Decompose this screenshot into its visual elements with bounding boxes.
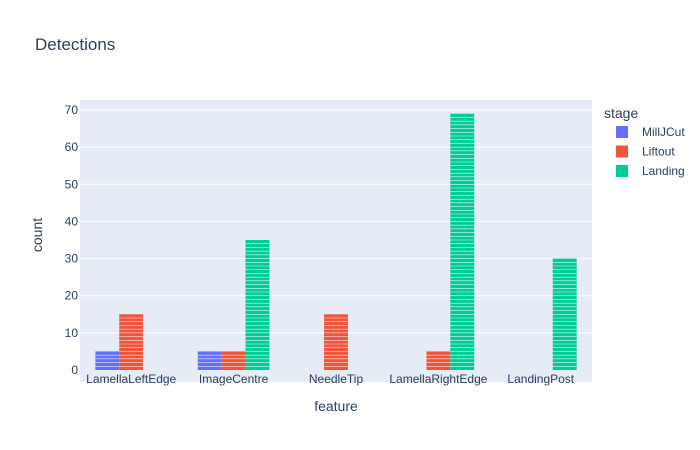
bar [95,351,120,370]
legend-item-Liftout[interactable]: Liftout [616,145,675,159]
bar-Landing-LandingPost [552,258,577,370]
y-tick-label: 30 [65,252,79,266]
bar-MillJCut-ImageCentre [197,351,222,370]
x-tick-label: LandingPost [507,372,574,386]
y-tick-label: 50 [65,177,79,191]
bar [197,351,222,370]
legend-label: Landing [642,164,685,178]
x-tick-label: LamellaLeftEdge [86,372,176,386]
y-axis-title: count [29,218,45,252]
y-tick-label: 20 [65,289,79,303]
chart-title: Detections [35,35,115,54]
legend-item-MillJCut[interactable]: MillJCut [616,125,685,139]
legend-swatch [616,126,628,138]
legend: stage MillJCut Liftout Landing [604,105,685,178]
bar-Landing-ImageCentre [245,240,270,370]
x-tick-label: LamellaRightEdge [389,372,487,386]
bar [119,314,144,370]
x-tick-label: NeedleTip [309,372,364,386]
bar [221,351,246,370]
x-axis-title: feature [314,398,358,414]
y-axis-ticks: 0 10 20 30 40 50 60 70 [65,103,79,377]
x-axis-ticks: LamellaLeftEdge ImageCentre NeedleTip Lamel… [86,372,575,386]
bar-Liftout-NeedleTip [324,314,348,370]
bar [245,240,270,370]
bar-Liftout-LamellaLeftEdge [119,314,144,370]
y-tick-label: 60 [65,140,79,154]
bar-Liftout-ImageCentre [221,351,246,370]
bar [450,113,475,370]
y-tick-label: 10 [65,326,79,340]
x-tick-label: ImageCentre [199,372,269,386]
bar-Liftout-LamellaRightEdge [426,351,451,370]
y-tick-label: 0 [71,363,78,377]
legend-swatch [616,145,628,158]
gridlines [80,109,592,334]
y-tick-label: 70 [65,103,79,117]
legend-swatch [616,165,628,177]
legend-item-Landing[interactable]: Landing [616,164,685,178]
bars [95,113,577,370]
bar-Landing-LamellaRightEdge [450,113,475,370]
bar [426,351,451,370]
bar-MillJCut-LamellaLeftEdge [95,351,120,370]
bar [324,314,348,370]
y-tick-label: 40 [65,214,79,228]
legend-label: MillJCut [642,125,685,139]
legend-label: Liftout [642,145,675,159]
legend-title: stage [604,105,638,121]
